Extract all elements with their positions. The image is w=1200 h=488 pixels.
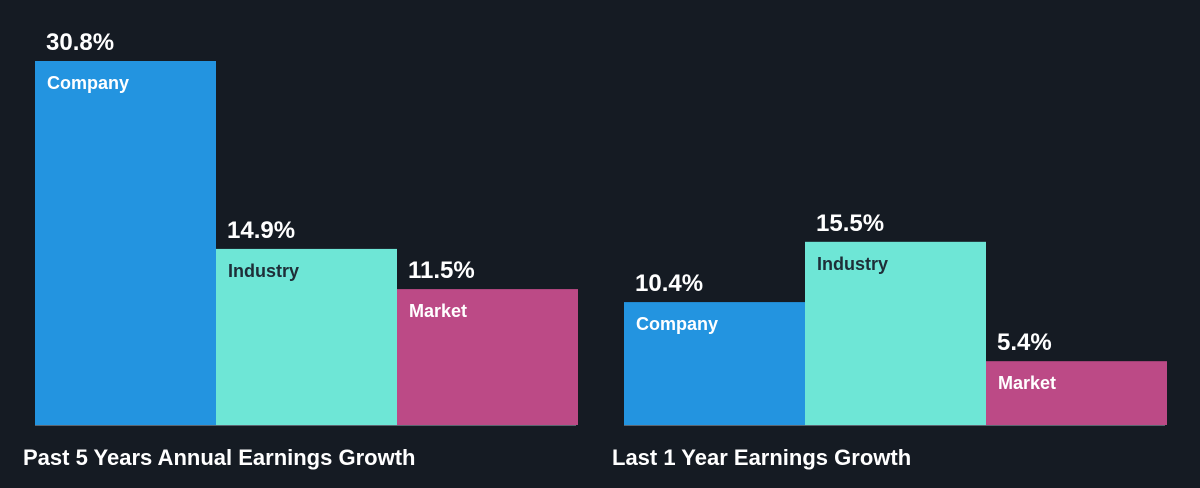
last-1-year-company-bar-label: Company — [636, 314, 718, 334]
past-5-years-company-value-label: 30.8% — [46, 29, 114, 56]
last-1-year-title: Last 1 Year Earnings Growth — [612, 445, 911, 470]
past-5-years-panel: 30.8% Company 14.9% Industry 11.5% Market Past… — [23, 29, 578, 470]
last-1-year-industry-bar — [805, 241, 986, 425]
last-1-year-market-bar — [986, 361, 1167, 425]
past-5-years-market-bar — [397, 289, 578, 425]
past-5-years-industry-bar-label: Industry — [228, 261, 299, 281]
last-1-year-market-bar-label: Market — [998, 373, 1056, 393]
past-5-years-title: Past 5 Years Annual Earnings Growth — [23, 445, 415, 470]
last-1-year-panel: 10.4% Company 15.5% Industry 5.4% Market Last … — [612, 210, 1167, 470]
past-5-years-company-bar-label: Company — [47, 73, 129, 93]
past-5-years-market-value-label: 11.5% — [408, 257, 475, 284]
last-1-year-industry-value-label: 15.5% — [816, 210, 884, 237]
past-5-years-company-bar — [35, 61, 216, 425]
past-5-years-industry-bar — [216, 248, 397, 425]
past-5-years-industry-value-label: 14.9% — [227, 217, 295, 244]
last-1-year-market-value-label: 5.4% — [997, 329, 1052, 356]
last-1-year-industry-bar-label: Industry — [817, 254, 888, 274]
last-1-year-company-value-label: 10.4% — [635, 270, 703, 297]
last-1-year-company-bar — [624, 302, 805, 425]
past-5-years-market-bar-label: Market — [409, 301, 467, 321]
